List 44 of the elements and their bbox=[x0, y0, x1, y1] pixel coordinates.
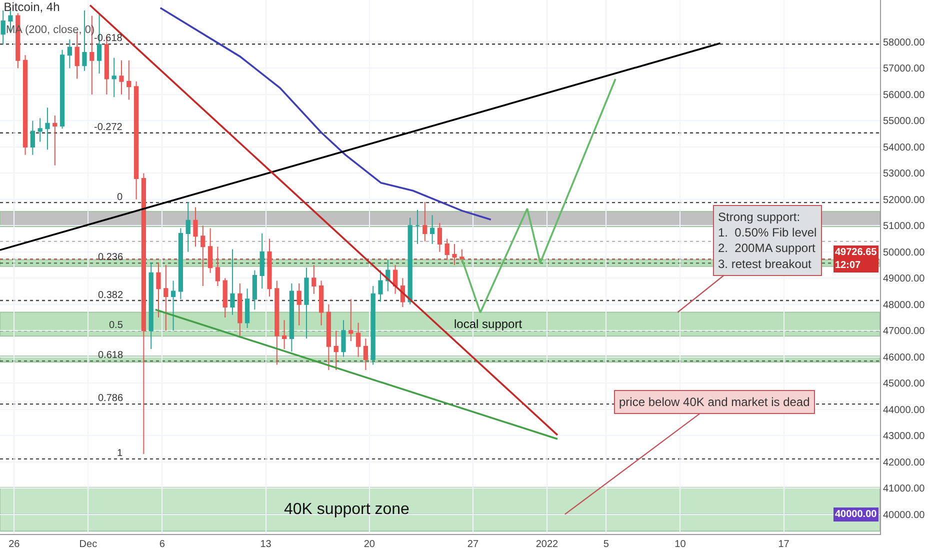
y-tick-label: 41000.00 bbox=[883, 484, 926, 495]
annotation: 0.382 bbox=[98, 290, 124, 301]
x-tick-label: 6 bbox=[159, 539, 166, 550]
y-tick-label: 57000.00 bbox=[883, 64, 926, 75]
x-tick-label: 26 bbox=[8, 539, 20, 550]
x-tick-label: Dec bbox=[79, 539, 98, 550]
annotation: 1 bbox=[117, 448, 123, 459]
y-tick-label: 51000.00 bbox=[883, 221, 926, 232]
annotation: 0.618 bbox=[98, 350, 124, 361]
x-tick-label: 13 bbox=[260, 539, 272, 550]
band-label: local support bbox=[454, 317, 523, 331]
annotation: 0 bbox=[117, 192, 123, 203]
annotation: -0.272 bbox=[94, 122, 123, 133]
annotation: 0.786 bbox=[98, 393, 124, 404]
ref-line-label: 49726.65 12:07 bbox=[835, 247, 878, 271]
y-tick-label: 55000.00 bbox=[883, 116, 926, 128]
x-tick-label: 20 bbox=[364, 539, 376, 550]
y-tick-label: 52000.00 bbox=[883, 194, 926, 206]
y-tick-label: 43000.00 bbox=[883, 431, 926, 442]
band-label: 40K support zone bbox=[284, 501, 410, 518]
annotation: Strong support: 1. 0.50% Fib level 2. 200MA support 3. retest breakout bbox=[718, 210, 817, 271]
annotation: price below 40K and market is dead bbox=[619, 395, 810, 409]
y-tick-label: 40000.00 bbox=[883, 510, 926, 521]
x-tick-label: 17 bbox=[778, 539, 790, 550]
chart-title: Bitcoin, 4h bbox=[4, 0, 60, 14]
y-tick-label: 44000.00 bbox=[883, 404, 926, 416]
y-tick-label: 58000.00 bbox=[883, 37, 926, 48]
x-tick-label: 2022 bbox=[536, 539, 559, 550]
y-tick-label: 53000.00 bbox=[883, 168, 926, 180]
x-tick-label: 27 bbox=[467, 539, 479, 550]
x-tick-label: 10 bbox=[674, 539, 686, 550]
y-tick-label: 47000.00 bbox=[883, 326, 926, 338]
ref-line-label: 40000.00 bbox=[835, 509, 878, 520]
y-tick-label: 45000.00 bbox=[883, 378, 926, 390]
annotation: 0.236 bbox=[98, 252, 124, 263]
y-tick-label: 46000.00 bbox=[883, 352, 926, 364]
y-tick-label: 50000.00 bbox=[883, 247, 926, 258]
y-tick-label: 56000.00 bbox=[883, 90, 926, 101]
y-tick-label: 48000.00 bbox=[883, 300, 926, 311]
x-tick-label: 5 bbox=[603, 539, 610, 550]
annotation: 0.5 bbox=[109, 320, 124, 331]
y-tick-label: 42000.00 bbox=[883, 457, 926, 468]
y-tick-label: 54000.00 bbox=[883, 142, 926, 154]
y-tick-label: 49000.00 bbox=[883, 274, 926, 285]
